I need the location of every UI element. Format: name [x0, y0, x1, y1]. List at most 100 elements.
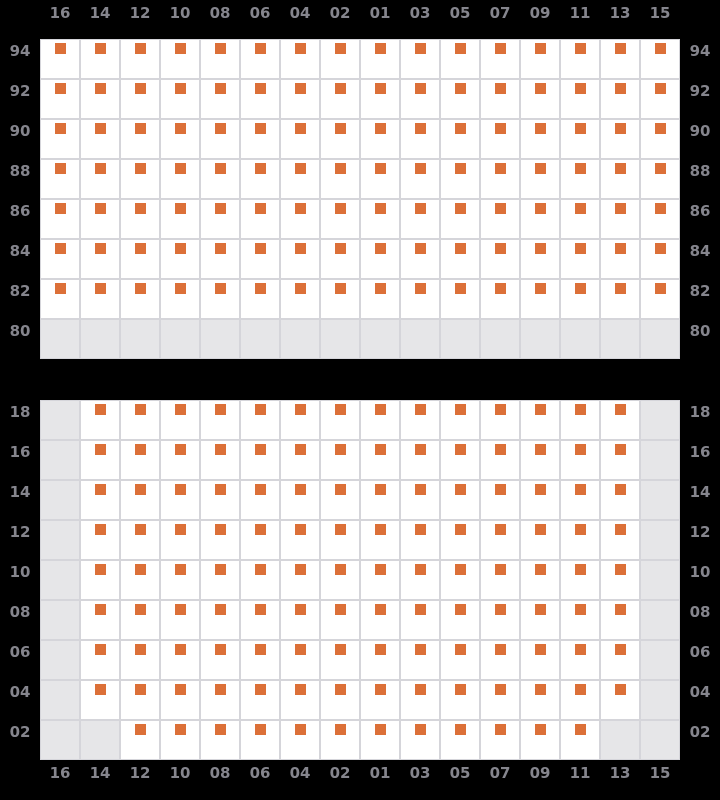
seat-cell-available[interactable]	[280, 159, 320, 199]
seat-cell-available[interactable]	[400, 520, 440, 560]
seat-cell-available[interactable]	[560, 119, 600, 159]
seat-cell-available[interactable]	[120, 600, 160, 640]
seat-cell-available[interactable]	[240, 400, 280, 440]
seat-cell-available[interactable]	[520, 279, 560, 319]
seat-cell-available[interactable]	[360, 600, 400, 640]
seat-cell-available[interactable]	[480, 119, 520, 159]
seat-cell-available[interactable]	[480, 680, 520, 720]
seat-cell-available[interactable]	[320, 159, 360, 199]
seat-cell-available[interactable]	[560, 640, 600, 680]
seat-cell-available[interactable]	[480, 640, 520, 680]
seat-cell-available[interactable]	[560, 680, 600, 720]
seat-cell-available[interactable]	[360, 119, 400, 159]
seat-cell-available[interactable]	[200, 720, 240, 760]
seat-cell-available[interactable]	[320, 680, 360, 720]
seat-cell-available[interactable]	[240, 159, 280, 199]
seat-cell-available[interactable]	[320, 440, 360, 480]
seat-cell-available[interactable]	[600, 199, 640, 239]
seat-cell-available[interactable]	[480, 560, 520, 600]
seat-cell-available[interactable]	[640, 239, 680, 279]
seat-cell-available[interactable]	[400, 119, 440, 159]
seat-cell-available[interactable]	[360, 440, 400, 480]
seat-cell-available[interactable]	[80, 680, 120, 720]
seat-cell-available[interactable]	[280, 79, 320, 119]
seat-cell-available[interactable]	[480, 400, 520, 440]
seat-cell-available[interactable]	[200, 119, 240, 159]
seat-cell-available[interactable]	[80, 480, 120, 520]
seat-cell-available[interactable]	[400, 680, 440, 720]
seat-cell-available[interactable]	[320, 640, 360, 680]
seat-cell-available[interactable]	[80, 39, 120, 79]
seat-cell-available[interactable]	[640, 39, 680, 79]
seat-cell-available[interactable]	[280, 440, 320, 480]
seat-cell-available[interactable]	[520, 440, 560, 480]
seat-cell-available[interactable]	[160, 640, 200, 680]
seat-cell-available[interactable]	[480, 520, 520, 560]
seat-cell-available[interactable]	[160, 199, 200, 239]
seat-cell-available[interactable]	[200, 400, 240, 440]
seat-cell-available[interactable]	[560, 159, 600, 199]
seat-cell-available[interactable]	[560, 560, 600, 600]
seat-cell-available[interactable]	[600, 159, 640, 199]
seat-cell-available[interactable]	[440, 600, 480, 640]
seat-cell-available[interactable]	[200, 239, 240, 279]
seat-cell-available[interactable]	[520, 560, 560, 600]
seat-cell-available[interactable]	[80, 520, 120, 560]
seat-cell-available[interactable]	[480, 440, 520, 480]
seat-cell-available[interactable]	[240, 39, 280, 79]
seat-cell-available[interactable]	[80, 400, 120, 440]
seat-cell-available[interactable]	[160, 720, 200, 760]
seat-cell-available[interactable]	[280, 279, 320, 319]
seat-cell-available[interactable]	[400, 560, 440, 600]
seat-cell-available[interactable]	[80, 119, 120, 159]
seat-cell-available[interactable]	[160, 79, 200, 119]
seat-cell-available[interactable]	[520, 520, 560, 560]
seat-cell-available[interactable]	[480, 39, 520, 79]
seat-cell-available[interactable]	[320, 560, 360, 600]
seat-cell-available[interactable]	[520, 119, 560, 159]
seat-cell-available[interactable]	[280, 640, 320, 680]
seat-cell-available[interactable]	[600, 279, 640, 319]
seat-cell-available[interactable]	[400, 39, 440, 79]
seat-cell-available[interactable]	[40, 199, 80, 239]
seat-cell-available[interactable]	[200, 560, 240, 600]
seat-cell-available[interactable]	[440, 440, 480, 480]
seat-cell-available[interactable]	[200, 520, 240, 560]
seat-cell-available[interactable]	[400, 159, 440, 199]
seat-cell-available[interactable]	[480, 480, 520, 520]
seat-cell-available[interactable]	[40, 39, 80, 79]
seat-cell-available[interactable]	[560, 79, 600, 119]
seat-cell-available[interactable]	[560, 279, 600, 319]
seat-cell-available[interactable]	[520, 400, 560, 440]
seat-cell-available[interactable]	[560, 440, 600, 480]
seat-cell-available[interactable]	[560, 480, 600, 520]
seat-cell-available[interactable]	[440, 279, 480, 319]
seat-cell-available[interactable]	[320, 199, 360, 239]
seat-cell-available[interactable]	[560, 600, 600, 640]
seat-cell-available[interactable]	[400, 440, 440, 480]
seat-cell-available[interactable]	[400, 480, 440, 520]
seat-cell-available[interactable]	[40, 239, 80, 279]
seat-cell-available[interactable]	[440, 119, 480, 159]
seat-cell-available[interactable]	[400, 600, 440, 640]
seat-cell-available[interactable]	[440, 480, 480, 520]
seat-cell-available[interactable]	[320, 520, 360, 560]
seat-cell-available[interactable]	[320, 79, 360, 119]
seat-cell-available[interactable]	[120, 239, 160, 279]
seat-cell-available[interactable]	[80, 279, 120, 319]
seat-cell-available[interactable]	[160, 159, 200, 199]
seat-cell-available[interactable]	[80, 79, 120, 119]
seat-cell-available[interactable]	[80, 560, 120, 600]
seat-cell-available[interactable]	[80, 239, 120, 279]
seat-cell-available[interactable]	[240, 440, 280, 480]
seat-cell-available[interactable]	[360, 560, 400, 600]
seat-cell-available[interactable]	[120, 400, 160, 440]
seat-cell-available[interactable]	[520, 39, 560, 79]
seat-cell-available[interactable]	[440, 720, 480, 760]
seat-cell-available[interactable]	[640, 79, 680, 119]
seat-cell-available[interactable]	[600, 400, 640, 440]
seat-cell-available[interactable]	[160, 560, 200, 600]
seat-cell-available[interactable]	[360, 79, 400, 119]
seat-cell-available[interactable]	[520, 600, 560, 640]
seat-cell-available[interactable]	[240, 640, 280, 680]
